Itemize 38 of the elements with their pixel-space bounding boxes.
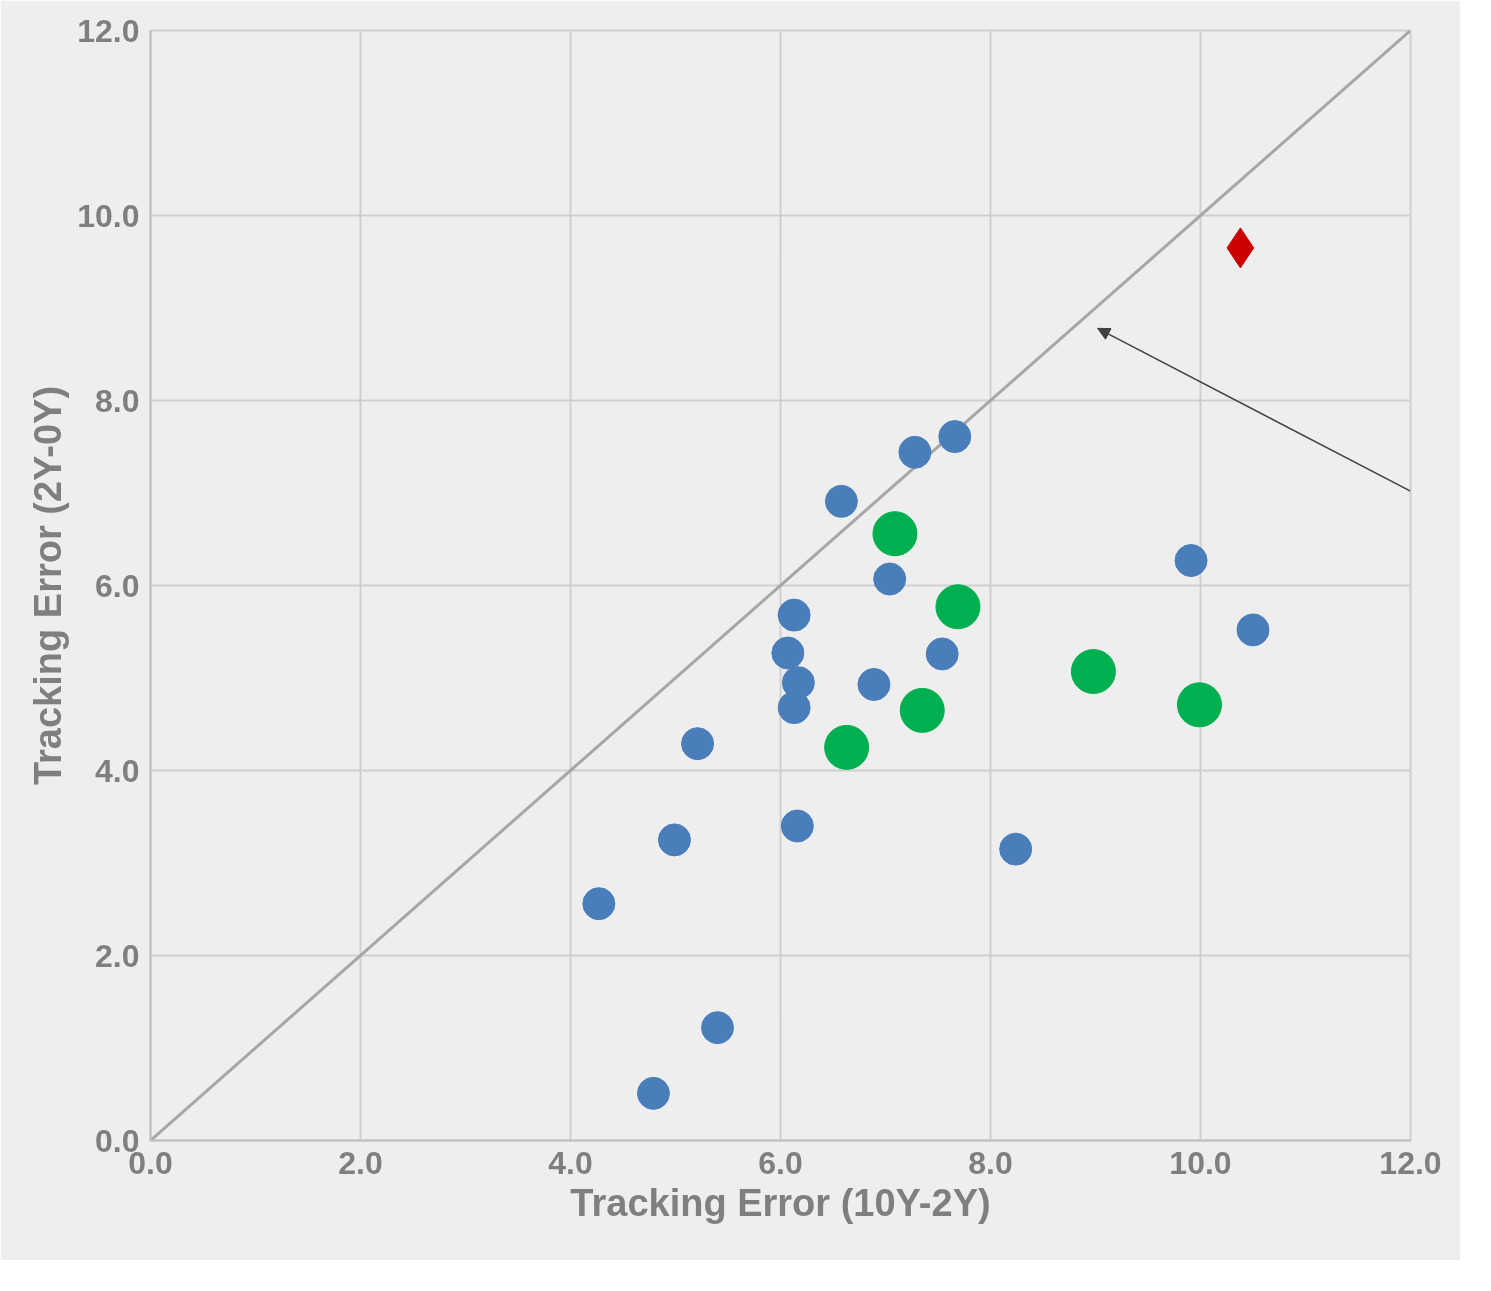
point [1236,613,1270,647]
point [824,724,870,770]
y-tick-label: 8.0 [95,382,140,419]
point [781,666,815,700]
point [771,636,805,670]
point [824,484,858,518]
y-tick-label: 2.0 [95,937,140,974]
point [925,637,959,671]
x-tick-label: 8.0 [968,1144,1013,1181]
point [777,598,811,632]
point [938,420,972,454]
y-tick-label: 10.0 [77,197,140,234]
x-axis-title: Tracking Error (10Y-2Y) [570,1181,991,1224]
point [935,584,981,630]
point [872,511,918,557]
point [999,832,1033,866]
point [899,687,945,733]
point [701,1011,734,1045]
x-tick-label: 6.0 [758,1144,803,1181]
y-axis-title: Tracking Error (2Y-0Y) [27,385,70,786]
point [636,1076,670,1110]
point [1174,544,1208,577]
x-tick-label: 12.0 [1379,1144,1442,1181]
point [681,727,715,761]
point [857,668,891,701]
y-tick-label: 4.0 [95,752,140,789]
point [1176,682,1222,728]
point [582,887,616,921]
point [898,435,932,469]
point [657,823,691,857]
x-tick-label: 4.0 [548,1144,593,1181]
x-tick-label: 2.0 [338,1144,383,1181]
point [780,809,814,843]
y-tick-label: 6.0 [95,567,140,604]
point [873,562,907,596]
y-tick-label: 12.0 [77,12,140,49]
x-tick-label: 10.0 [1169,1144,1232,1181]
point [1070,649,1116,694]
